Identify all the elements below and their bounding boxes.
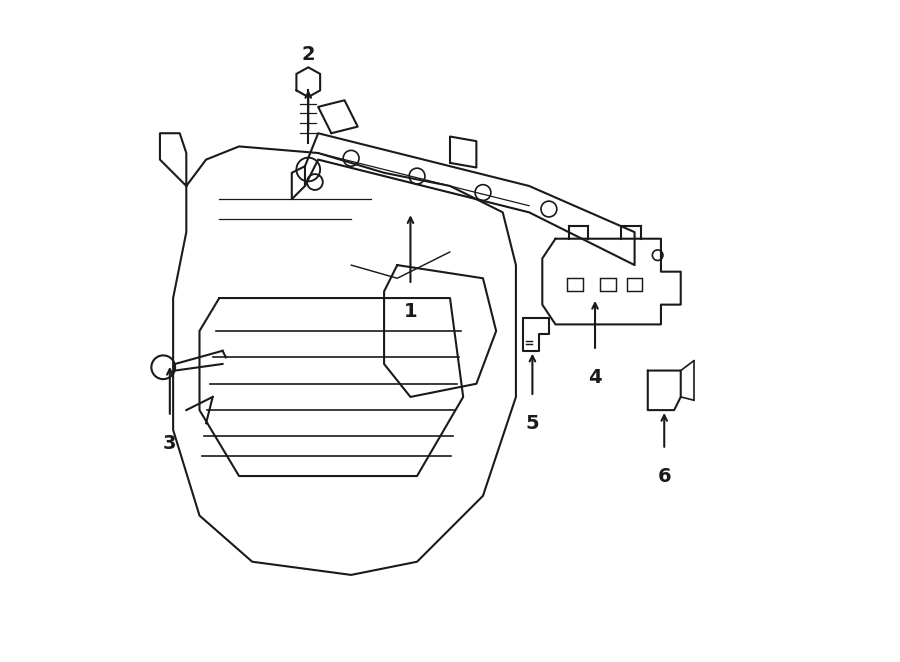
Bar [600, 278, 617, 291]
Text: 1: 1 [403, 302, 418, 320]
Text: 6: 6 [657, 467, 671, 485]
Text: 5: 5 [526, 414, 539, 433]
Text: 3: 3 [163, 434, 176, 453]
Bar [567, 278, 583, 291]
Text: 4: 4 [589, 367, 602, 387]
Text: 2: 2 [302, 44, 315, 64]
Bar [626, 278, 643, 291]
